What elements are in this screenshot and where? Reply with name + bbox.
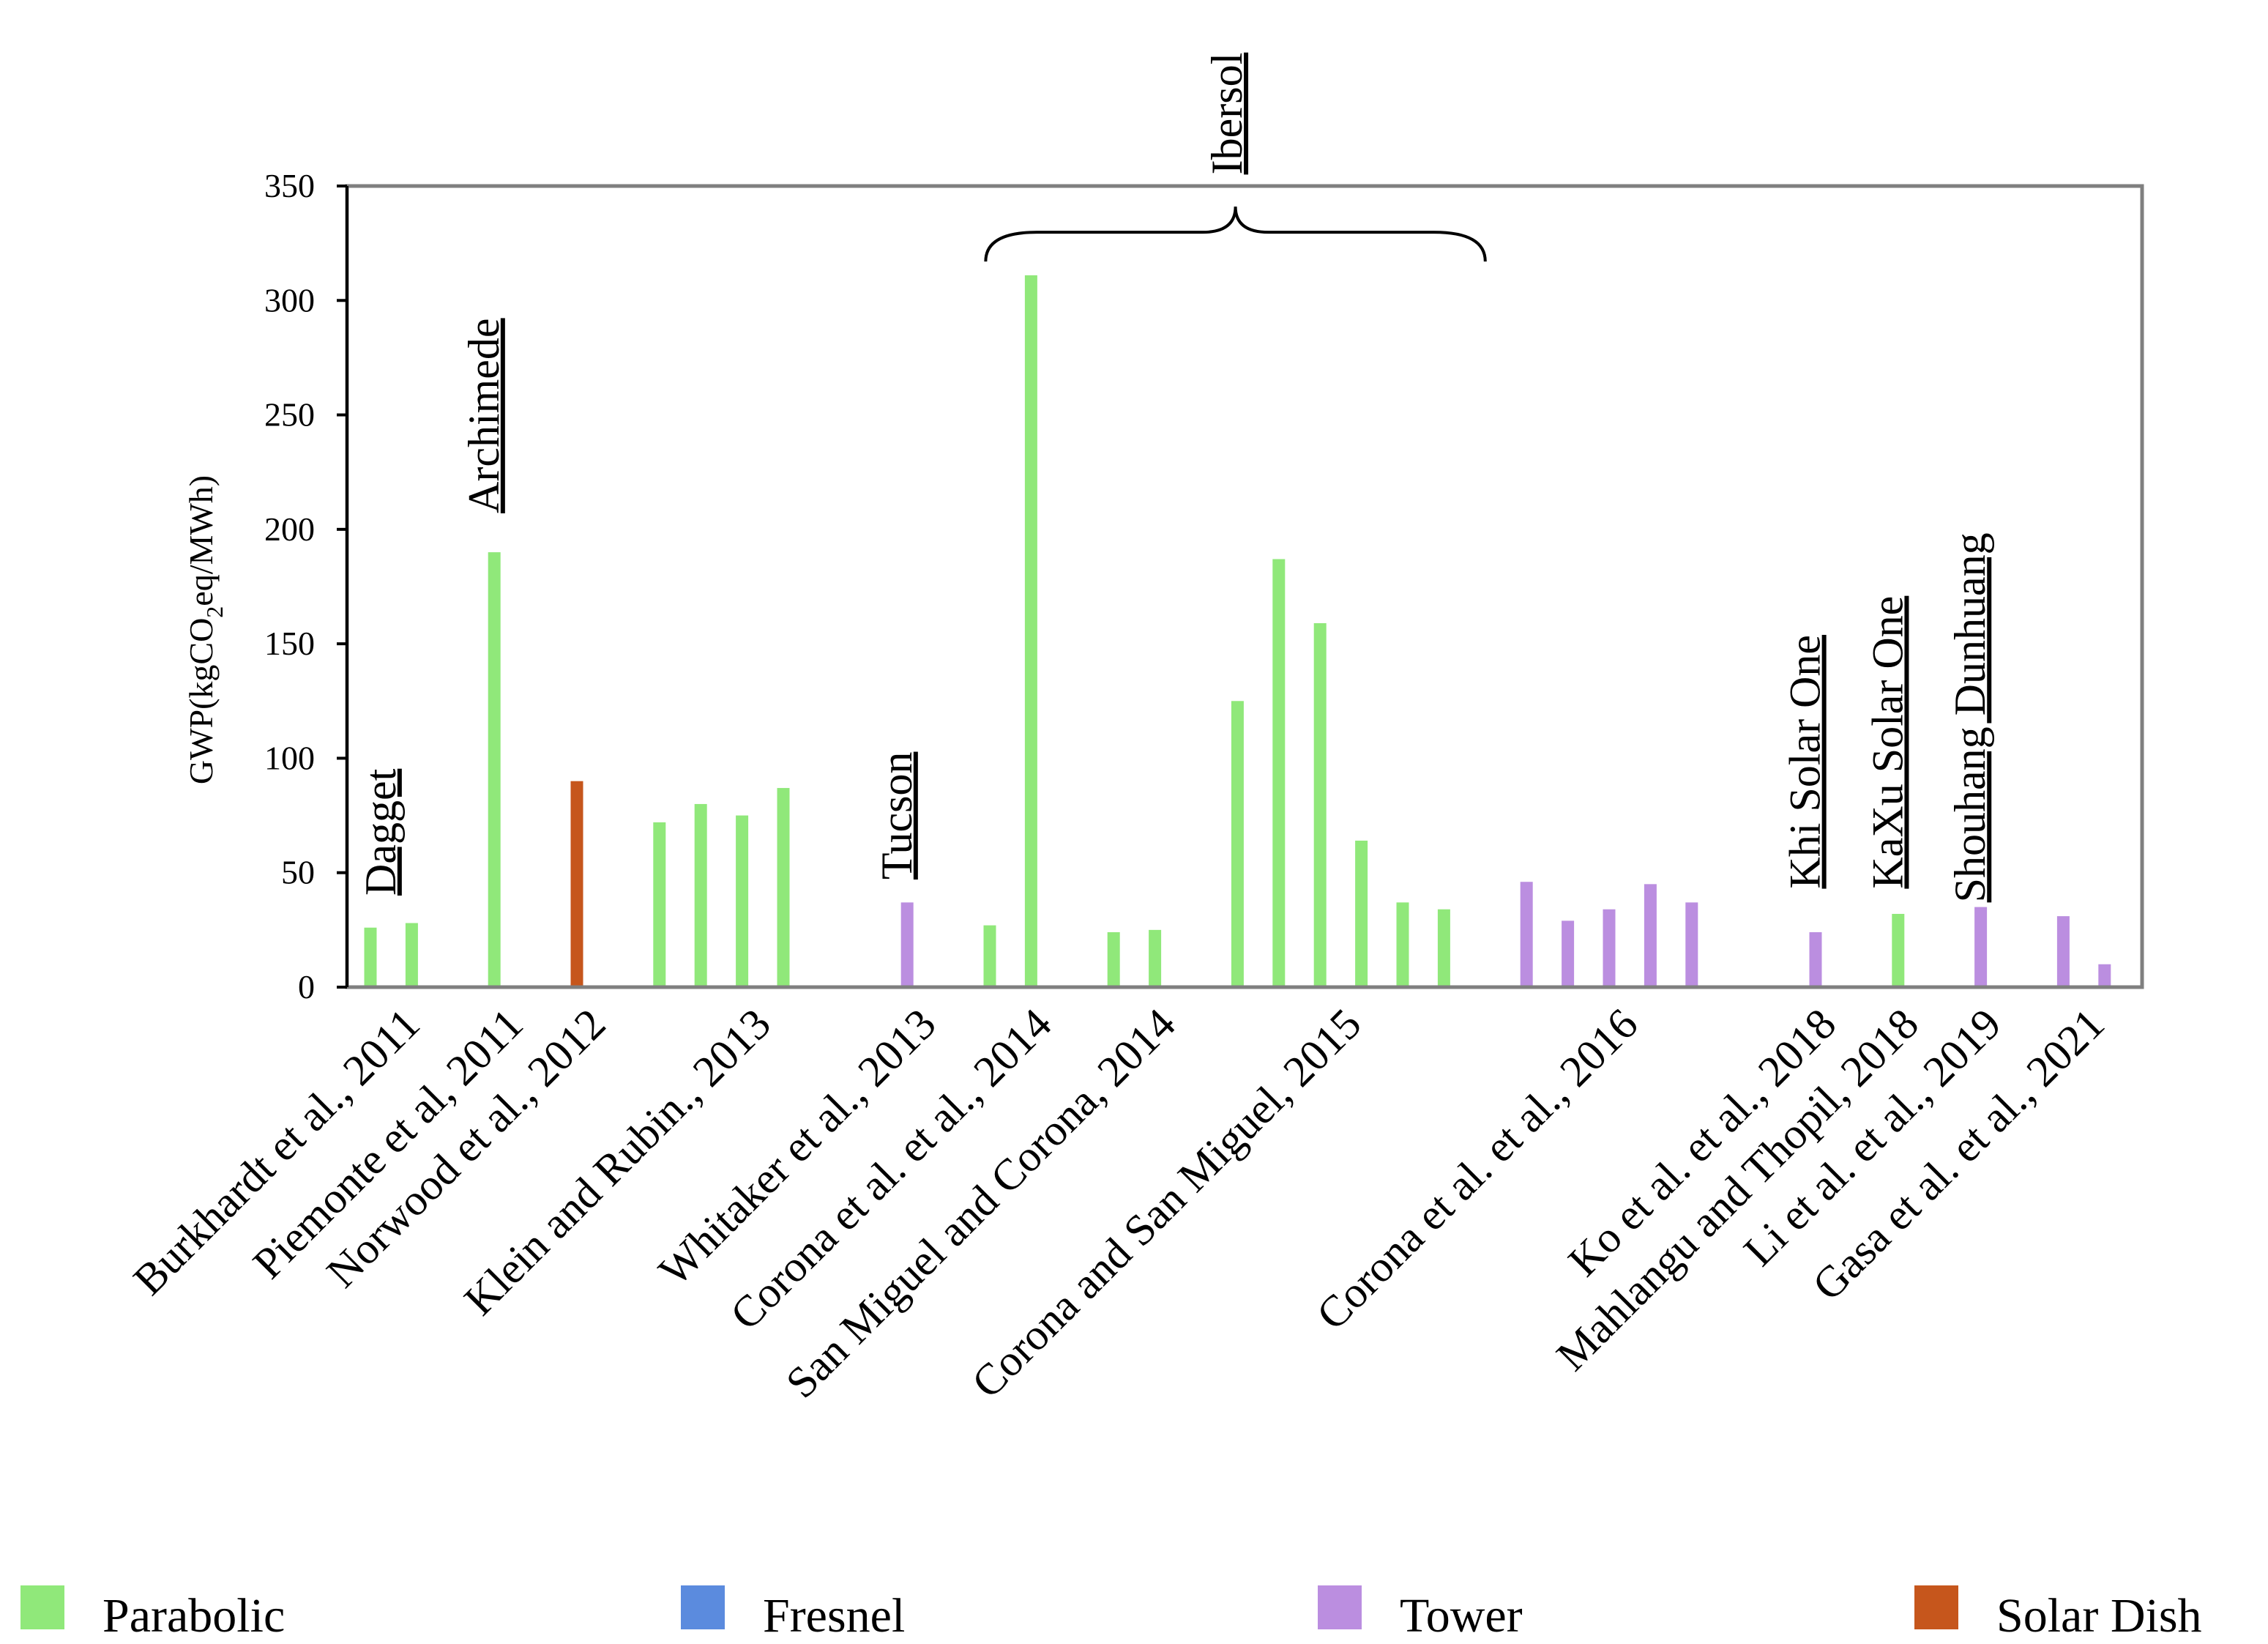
annotation-6: Shouhang Dunhuang [1946, 532, 1994, 902]
bar-23 [1685, 902, 1698, 987]
y-tick-label-100: 100 [264, 739, 315, 776]
annotation-5: KaXu Solar One [1863, 596, 1911, 889]
annotation-0: Dagget [357, 768, 405, 896]
bar-16 [1355, 840, 1368, 987]
x-category-label-8: Corona et al. et al., 2016 [1308, 1000, 1647, 1339]
bar-4 [653, 822, 666, 987]
bars [364, 275, 2111, 988]
bar-17 [1396, 902, 1409, 987]
bar-10 [1024, 275, 1037, 988]
bar-0 [364, 927, 377, 987]
legend-label-0: Parabolic [102, 1589, 285, 1643]
annotation-1: Archimede [460, 318, 508, 513]
bar-11 [1107, 931, 1120, 987]
annotation-brace-3 [984, 207, 1487, 262]
y-tick-label-250: 250 [264, 396, 315, 434]
bar-8 [900, 902, 914, 987]
bar-6 [736, 815, 749, 987]
bar-24 [1809, 931, 1822, 987]
bar-3 [570, 781, 583, 987]
bar-1 [405, 923, 418, 987]
y-tick-label-300: 300 [264, 281, 315, 319]
legend: Parabolic Fresnel Tower Solar Dish [20, 1585, 2202, 1643]
axes: 0 50 100 150 200 250 300 350 [264, 167, 348, 1005]
annotation-4: Khi Solar One [1781, 635, 1829, 889]
bar-25 [1892, 913, 1905, 987]
legend-label-3: Solar Dish [1996, 1589, 2202, 1643]
legend-swatch-1 [681, 1585, 725, 1629]
legend-label-2: Tower [1400, 1589, 1523, 1643]
bar-22 [1644, 884, 1657, 987]
legend-swatch-0 [20, 1585, 64, 1629]
y-tick-label-350: 350 [264, 167, 315, 204]
y-tick-label-0: 0 [298, 968, 315, 1005]
bar-18 [1437, 909, 1450, 987]
y-tick-label-50: 50 [281, 854, 315, 891]
bar-28 [2098, 964, 2111, 987]
y-axis-label: GWP(kgCO2eq/MWh) [182, 475, 228, 784]
legend-label-1: Fresnel [763, 1589, 905, 1643]
bar-7 [777, 788, 790, 987]
bar-5 [694, 803, 707, 987]
bar-12 [1149, 929, 1162, 987]
y-tick-label-150: 150 [264, 625, 315, 662]
bar-9 [983, 925, 996, 987]
bar-27 [2056, 916, 2070, 987]
bar-14 [1272, 559, 1286, 987]
plant-annotations: Dagget Archimede Tucson Ibersol Khi Solar On… [357, 53, 1994, 903]
legend-swatch-3 [1914, 1585, 1958, 1629]
bar-19 [1520, 882, 1533, 987]
bar-26 [1974, 907, 1988, 987]
bar-13 [1231, 701, 1244, 987]
annotation-2: Tucson [873, 752, 921, 880]
bar-20 [1562, 920, 1575, 987]
annotation-3: Ibersol [1203, 53, 1251, 175]
bar-15 [1313, 623, 1327, 987]
y-tick-label-200: 200 [264, 510, 315, 548]
bar-21 [1603, 909, 1616, 987]
legend-swatch-2 [1318, 1585, 1362, 1629]
bar-2 [488, 552, 501, 987]
